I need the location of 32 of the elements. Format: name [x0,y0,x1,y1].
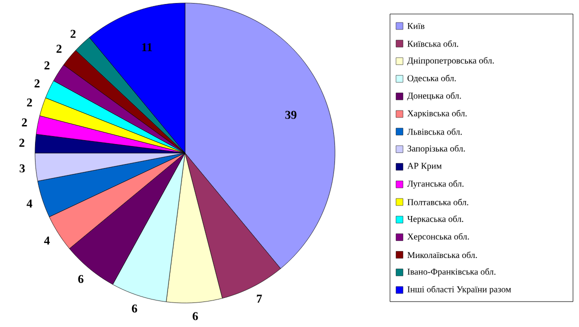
legend-label: Херсонська обл. [407,233,469,242]
legend-label: Донецька обл. [407,92,461,101]
legend-label: Запорізька обл. [408,145,465,154]
data-label: 3 [20,164,25,172]
legend-label: Луганська обл. [407,180,464,189]
legend-label: Івано-Франківська обл. [408,268,496,277]
data-label: 2 [70,30,76,38]
legend-label: Львівська обл. [407,128,462,135]
data-label: 2 [56,44,62,53]
legend-label: Черкаська обл. [407,215,464,224]
data-label: 4 [44,236,50,245]
legend-label: Київ [407,23,424,29]
legend-label: Миколаївська обл. [407,252,477,258]
data-label: 2 [22,118,27,126]
data-label: 4 [26,200,32,208]
data-label: 2 [19,138,24,147]
data-label: 7 [256,294,262,303]
data-label: 2 [34,79,40,88]
data-label: 6 [192,312,198,320]
legend-label: Полтавська обл. [407,198,468,206]
legend-label: АР Крим [407,162,442,171]
data-label: 6 [132,304,138,313]
data-label: 2 [44,61,50,70]
legend-label: Дніпропетровська обл. [407,57,494,66]
legend-label: Харківська обл. [407,110,467,118]
data-label: 39 [285,110,296,119]
legend-label: Київська обл. [407,40,458,47]
data-label: 11 [142,43,152,52]
legend-label: Одеська обл. [408,74,456,83]
legend-label: Інші області України разом [408,286,511,294]
data-label: 2 [27,98,32,106]
data-label: 6 [78,274,84,283]
